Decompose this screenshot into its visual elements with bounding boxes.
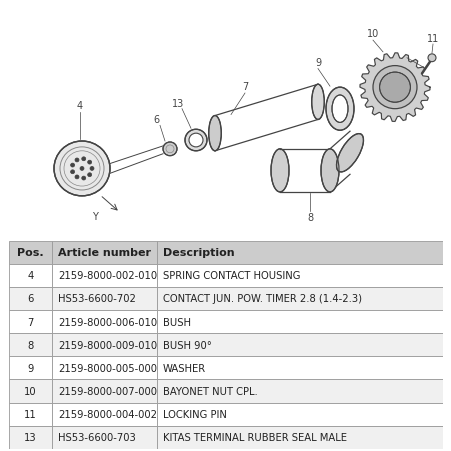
Bar xyxy=(9,310,51,333)
Text: HS53-6600-703: HS53-6600-703 xyxy=(58,432,135,442)
Ellipse shape xyxy=(331,96,347,123)
Text: KITAS TERMINAL RUBBER SEAL MALE: KITAS TERMINAL RUBBER SEAL MALE xyxy=(163,432,346,442)
Text: 2159-8000-004-002: 2159-8000-004-002 xyxy=(58,409,157,419)
Text: Article number: Article number xyxy=(58,248,151,258)
Ellipse shape xyxy=(372,66,416,110)
Text: 7: 7 xyxy=(241,82,248,92)
Text: 2159-8000-009-010: 2159-8000-009-010 xyxy=(58,340,157,350)
Bar xyxy=(51,264,156,287)
Ellipse shape xyxy=(87,161,92,165)
Text: Y: Y xyxy=(92,212,98,222)
Ellipse shape xyxy=(82,177,86,181)
Bar xyxy=(156,426,442,449)
Ellipse shape xyxy=(184,130,207,152)
Text: 11: 11 xyxy=(426,34,438,44)
Text: 11: 11 xyxy=(24,409,37,419)
Bar xyxy=(51,333,156,356)
Text: BAYONET NUT CPL.: BAYONET NUT CPL. xyxy=(163,386,257,396)
Ellipse shape xyxy=(325,88,353,131)
Text: 4: 4 xyxy=(27,271,33,281)
Text: Pos.: Pos. xyxy=(17,248,43,258)
Ellipse shape xyxy=(379,73,410,103)
Ellipse shape xyxy=(163,143,177,156)
Text: 6: 6 xyxy=(27,294,33,304)
Text: SPRING CONTACT HOUSING: SPRING CONTACT HOUSING xyxy=(163,271,300,281)
Text: 4: 4 xyxy=(77,101,83,110)
Text: 13: 13 xyxy=(171,99,184,109)
Text: WASHER: WASHER xyxy=(163,363,206,373)
Text: 10: 10 xyxy=(24,386,37,396)
Bar xyxy=(156,333,442,356)
Bar xyxy=(156,380,442,403)
Bar xyxy=(156,287,442,310)
Ellipse shape xyxy=(427,55,435,63)
Bar xyxy=(9,426,51,449)
Text: 2159-8000-002-010: 2159-8000-002-010 xyxy=(58,271,157,281)
Ellipse shape xyxy=(271,150,288,193)
Ellipse shape xyxy=(336,134,363,173)
Text: 2159-8000-007-000: 2159-8000-007-000 xyxy=(58,386,157,396)
Text: 9: 9 xyxy=(314,58,320,68)
Text: 8: 8 xyxy=(27,340,33,350)
Text: 2159-8000-005-000: 2159-8000-005-000 xyxy=(58,363,157,373)
Text: BUSH: BUSH xyxy=(163,317,191,327)
Bar xyxy=(51,403,156,426)
Text: LOCKING PIN: LOCKING PIN xyxy=(163,409,226,419)
Text: 7: 7 xyxy=(27,317,33,327)
Bar xyxy=(9,356,51,380)
Bar xyxy=(9,403,51,426)
Ellipse shape xyxy=(189,134,202,147)
Bar xyxy=(9,287,51,310)
Bar xyxy=(156,241,442,264)
Ellipse shape xyxy=(70,170,74,175)
Bar xyxy=(156,264,442,287)
Ellipse shape xyxy=(75,159,79,162)
Text: Description: Description xyxy=(163,248,234,258)
Bar xyxy=(51,241,156,264)
Ellipse shape xyxy=(208,116,221,152)
Ellipse shape xyxy=(320,150,338,193)
Text: CONTACT JUN. POW. TIMER 2.8 (1.4-2.3): CONTACT JUN. POW. TIMER 2.8 (1.4-2.3) xyxy=(163,294,361,304)
Text: 2159-8000-006-010: 2159-8000-006-010 xyxy=(58,317,157,327)
Bar xyxy=(156,403,442,426)
Ellipse shape xyxy=(87,173,92,177)
Bar xyxy=(51,310,156,333)
Bar xyxy=(9,241,51,264)
Bar xyxy=(156,356,442,380)
Bar xyxy=(51,426,156,449)
Ellipse shape xyxy=(70,164,74,168)
Text: 6: 6 xyxy=(152,115,159,125)
Ellipse shape xyxy=(75,175,79,179)
Ellipse shape xyxy=(54,142,110,197)
Bar xyxy=(51,356,156,380)
Text: 8: 8 xyxy=(306,213,313,223)
Ellipse shape xyxy=(82,157,86,161)
Text: BUSH 90°: BUSH 90° xyxy=(163,340,212,350)
Ellipse shape xyxy=(80,167,84,171)
Bar xyxy=(51,287,156,310)
Ellipse shape xyxy=(311,85,323,120)
Text: HS53-6600-702: HS53-6600-702 xyxy=(58,294,136,304)
Text: 10: 10 xyxy=(366,29,378,39)
Bar xyxy=(9,333,51,356)
Bar xyxy=(156,310,442,333)
Polygon shape xyxy=(359,54,429,122)
Bar xyxy=(9,264,51,287)
Ellipse shape xyxy=(90,167,94,171)
Text: 9: 9 xyxy=(27,363,33,373)
Bar xyxy=(9,380,51,403)
Bar xyxy=(51,380,156,403)
Text: 13: 13 xyxy=(24,432,37,442)
